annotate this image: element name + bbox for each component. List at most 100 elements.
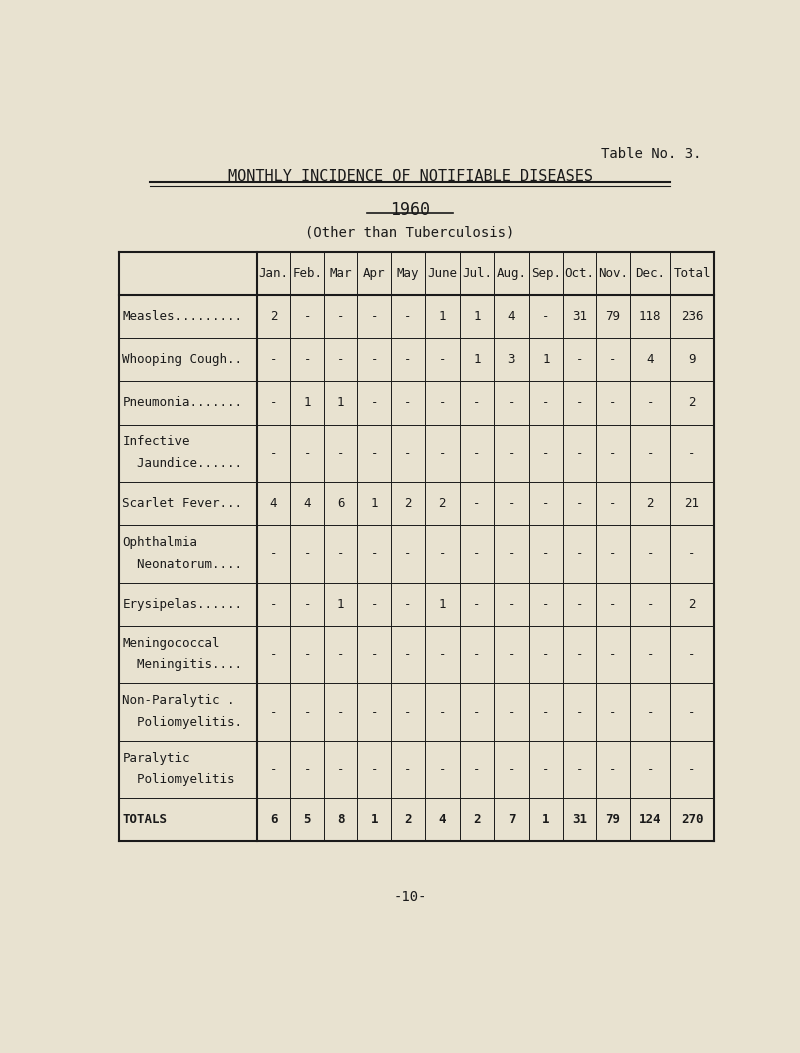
Text: 4: 4 (508, 311, 515, 323)
Text: 1: 1 (473, 311, 481, 323)
Text: -: - (270, 397, 278, 410)
Text: 4: 4 (438, 813, 446, 827)
Text: 6: 6 (270, 813, 278, 827)
Text: -: - (646, 598, 654, 611)
Text: -: - (610, 598, 617, 611)
Text: 2: 2 (473, 813, 481, 827)
Text: 1: 1 (542, 813, 550, 827)
Text: -: - (576, 497, 583, 510)
Text: -: - (303, 354, 311, 366)
Text: Total: Total (674, 267, 711, 280)
Text: -: - (404, 397, 411, 410)
Text: -: - (688, 548, 696, 560)
Text: May: May (397, 267, 419, 280)
Text: -: - (303, 311, 311, 323)
Text: -: - (303, 763, 311, 776)
Text: -: - (646, 548, 654, 560)
Text: -: - (370, 397, 378, 410)
Text: -: - (370, 763, 378, 776)
Text: -: - (576, 706, 583, 718)
Text: Jul.: Jul. (462, 267, 492, 280)
Text: -: - (610, 763, 617, 776)
Text: -: - (438, 354, 446, 366)
Text: -: - (438, 763, 446, 776)
Text: -: - (404, 598, 411, 611)
Text: -: - (404, 648, 411, 661)
Text: Sep.: Sep. (531, 267, 561, 280)
Text: 1: 1 (473, 354, 481, 366)
Text: -: - (646, 763, 654, 776)
Text: -: - (542, 648, 550, 661)
Text: Infective: Infective (122, 435, 190, 449)
Text: -: - (473, 763, 481, 776)
Text: 79: 79 (606, 813, 621, 827)
Text: Meningococcal: Meningococcal (122, 637, 220, 650)
Text: -: - (576, 648, 583, 661)
Text: 1960: 1960 (390, 201, 430, 219)
Text: -: - (337, 706, 345, 718)
Text: Poliomyelitis: Poliomyelitis (122, 774, 235, 787)
Text: Non-Paralytic .: Non-Paralytic . (122, 694, 235, 708)
Text: 4: 4 (270, 497, 278, 510)
Text: -: - (688, 763, 696, 776)
Text: Feb.: Feb. (292, 267, 322, 280)
Text: -: - (508, 763, 515, 776)
Text: 4: 4 (646, 354, 654, 366)
Text: -: - (370, 311, 378, 323)
Text: 1: 1 (337, 397, 345, 410)
Text: Whooping Cough..: Whooping Cough.. (122, 354, 242, 366)
Text: 2: 2 (404, 813, 411, 827)
Text: 7: 7 (508, 813, 515, 827)
Text: -: - (473, 648, 481, 661)
Text: -: - (576, 548, 583, 560)
Text: -: - (270, 598, 278, 611)
Text: -: - (370, 354, 378, 366)
Text: -: - (438, 446, 446, 460)
Text: 1: 1 (370, 497, 378, 510)
Text: -: - (438, 706, 446, 718)
Text: 2: 2 (688, 397, 696, 410)
Text: -: - (270, 446, 278, 460)
Text: -: - (646, 397, 654, 410)
Text: Scarlet Fever...: Scarlet Fever... (122, 497, 242, 510)
Text: -: - (438, 397, 446, 410)
Text: Jan.: Jan. (258, 267, 289, 280)
Text: -: - (473, 497, 481, 510)
Text: -: - (610, 397, 617, 410)
Text: -: - (646, 706, 654, 718)
Text: Erysipelas......: Erysipelas...... (122, 598, 242, 611)
Text: June: June (427, 267, 458, 280)
Text: -: - (337, 648, 345, 661)
Text: -: - (473, 548, 481, 560)
Text: -: - (688, 706, 696, 718)
Text: 1: 1 (542, 354, 550, 366)
Text: -: - (508, 648, 515, 661)
Text: -: - (404, 548, 411, 560)
Text: -: - (404, 311, 411, 323)
Text: TOTALS: TOTALS (122, 813, 167, 827)
Text: -: - (576, 446, 583, 460)
Text: MONTHLY INCIDENCE OF NOTIFIABLE DISEASES: MONTHLY INCIDENCE OF NOTIFIABLE DISEASES (227, 168, 593, 183)
Text: 2: 2 (646, 497, 654, 510)
Text: -: - (270, 548, 278, 560)
Text: -: - (610, 446, 617, 460)
Text: 2: 2 (270, 311, 278, 323)
Text: -: - (508, 397, 515, 410)
Text: -: - (542, 497, 550, 510)
Text: -: - (542, 598, 550, 611)
Text: -: - (473, 397, 481, 410)
Text: -: - (303, 706, 311, 718)
Text: 1: 1 (438, 311, 446, 323)
Text: -: - (542, 548, 550, 560)
Text: Pneumonia.......: Pneumonia....... (122, 397, 242, 410)
Text: -: - (370, 706, 378, 718)
Text: -: - (542, 446, 550, 460)
Text: -: - (473, 446, 481, 460)
Text: -: - (542, 311, 550, 323)
Text: -: - (337, 446, 345, 460)
Text: -: - (337, 548, 345, 560)
Text: -: - (270, 763, 278, 776)
Text: Ophthalmia: Ophthalmia (122, 536, 198, 549)
Text: -: - (270, 648, 278, 661)
Text: Nov.: Nov. (598, 267, 628, 280)
